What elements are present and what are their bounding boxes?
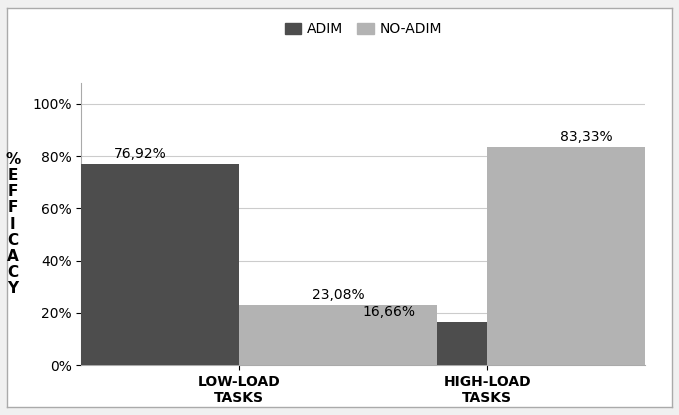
Text: 16,66%: 16,66% [362,305,415,319]
Text: 76,92%: 76,92% [114,147,167,161]
Bar [290,322,488,365]
Bar [488,147,679,365]
Y-axis label: %
E
F
F
I
C
A
C
Y: % E F F I C A C Y [5,152,20,296]
Text: 23,08%: 23,08% [312,288,364,302]
Bar [42,164,239,365]
Bar [239,305,437,365]
Legend: ADIM, NO-ADIM: ADIM, NO-ADIM [279,17,447,42]
Text: 83,33%: 83,33% [559,130,612,144]
